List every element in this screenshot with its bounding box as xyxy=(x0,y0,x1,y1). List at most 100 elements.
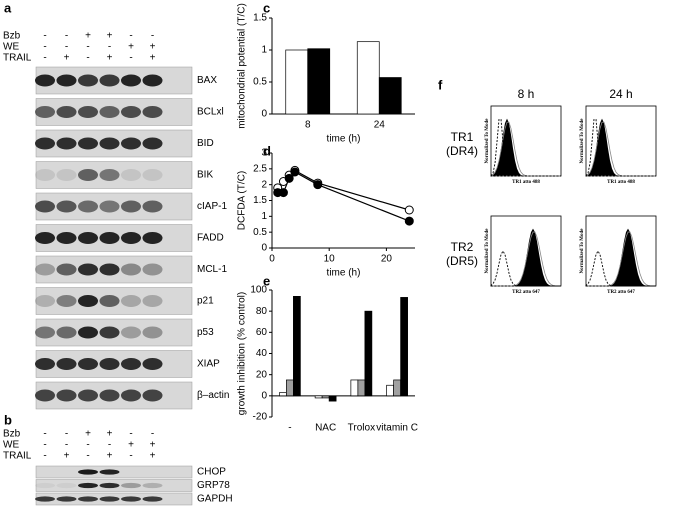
x-tick-label: 0 xyxy=(269,254,275,265)
blot-band xyxy=(142,106,163,118)
treatment-sign: - xyxy=(86,42,89,53)
treatment-sign: - xyxy=(43,31,46,42)
y-tick-label: 3 xyxy=(261,148,267,159)
treatment-sign: + xyxy=(150,451,156,462)
blot-band xyxy=(78,263,98,276)
blot-label: β–actin xyxy=(197,390,229,401)
y-tick-label: 100 xyxy=(250,285,267,296)
histogram-y-label: Normalized To Mode xyxy=(580,228,585,274)
treatment-sign: - xyxy=(86,451,89,462)
x-tick-label: 10 xyxy=(324,254,336,265)
blot-label: cIAP-1 xyxy=(197,201,227,212)
treatment-sign: - xyxy=(65,429,68,440)
blot-band xyxy=(142,389,163,402)
bar xyxy=(293,296,301,397)
x-axis-label: time (h) xyxy=(327,268,361,279)
treatment-sign: - xyxy=(108,440,111,451)
y-tick-label: 0.5 xyxy=(253,227,267,238)
blot-band xyxy=(99,106,120,118)
blot-band xyxy=(142,232,163,244)
blot-label: XIAP xyxy=(197,359,220,370)
treatment-sign: - xyxy=(129,429,132,440)
bar xyxy=(321,395,330,399)
y-axis-label: growth inhibition (% control) xyxy=(237,292,248,415)
treatment-sign: - xyxy=(65,31,68,42)
blot-label: BAX xyxy=(197,75,217,86)
point xyxy=(290,167,300,177)
treatment-sign: - xyxy=(43,440,46,451)
treatment-sign: + xyxy=(107,451,113,462)
blot-band xyxy=(99,496,120,502)
y-tick-label: 1.5 xyxy=(253,13,267,24)
blot-band xyxy=(35,263,55,276)
blot-band xyxy=(99,137,120,150)
blot-band xyxy=(99,482,120,489)
blot-band xyxy=(56,137,77,150)
treatment-sign: - xyxy=(86,440,89,451)
blot-band xyxy=(56,358,77,370)
blot-band xyxy=(78,74,98,87)
row-receptor: (DR4) xyxy=(446,144,478,158)
treatment-sign: - xyxy=(43,53,46,64)
blot-band xyxy=(78,482,98,489)
blot-band xyxy=(99,469,120,475)
blot-band xyxy=(121,200,141,213)
y-tick-label: 40 xyxy=(256,348,268,359)
row-name: TR1 xyxy=(451,130,474,144)
point xyxy=(278,188,288,198)
blot-band xyxy=(78,389,98,402)
blot-band xyxy=(56,326,77,339)
blot-band xyxy=(121,358,141,370)
blot-label: p21 xyxy=(197,296,214,307)
blot-band xyxy=(56,200,77,213)
histogram-control xyxy=(585,118,656,177)
series-line xyxy=(277,169,410,211)
blot-band xyxy=(142,169,163,181)
blot-label: p53 xyxy=(197,327,214,338)
bar xyxy=(350,379,359,397)
treatment-name: TRAIL xyxy=(3,451,32,462)
y-tick-label: 0 xyxy=(261,243,267,254)
panel-letter: f xyxy=(438,77,443,92)
treatment-sign: + xyxy=(150,42,156,53)
bar xyxy=(279,392,287,397)
blot-band xyxy=(35,496,55,502)
panel-letter: d xyxy=(263,143,271,158)
blot-band xyxy=(78,358,98,370)
treatment-sign: - xyxy=(108,42,111,53)
blot-band xyxy=(56,389,77,402)
y-axis-label: mitochondrial potential (T/C) xyxy=(237,3,248,129)
blot-band xyxy=(142,74,163,87)
bar xyxy=(285,49,309,115)
blot-band xyxy=(78,326,98,339)
treatment-sign: - xyxy=(65,440,68,451)
y-tick-label: 0 xyxy=(261,109,267,120)
row-name: TR2 xyxy=(451,240,474,254)
histogram-control xyxy=(585,250,656,287)
blot-band xyxy=(142,137,163,150)
blot-band xyxy=(78,232,98,244)
blot-band xyxy=(78,496,98,502)
y-axis-label: DCFDA (T/C) xyxy=(237,171,248,230)
blot-band xyxy=(99,389,120,402)
panel-letter: e xyxy=(263,273,270,288)
blot-band xyxy=(99,263,120,276)
histogram-x-label: TR1 atto 488 xyxy=(512,180,540,185)
histogram-y-label: Normalized To Mode xyxy=(485,228,490,274)
bar xyxy=(357,379,366,397)
blot-label: BIK xyxy=(197,170,213,181)
histogram-x-label: TR2 atto 647 xyxy=(512,290,540,295)
x-tick-label: 24 xyxy=(374,120,386,131)
bar xyxy=(328,395,337,402)
blot-band xyxy=(35,200,55,213)
blot-band xyxy=(99,74,120,87)
treatment-name: TRAIL xyxy=(3,53,32,64)
blot-band xyxy=(121,232,141,244)
blot-band xyxy=(35,326,55,339)
blot-band xyxy=(99,232,120,244)
blot-band xyxy=(142,326,163,339)
x-axis-label: time (h) xyxy=(327,134,361,145)
treatment-sign: - xyxy=(129,31,132,42)
x-tick-label: - xyxy=(288,423,291,434)
blot-band xyxy=(142,263,163,276)
